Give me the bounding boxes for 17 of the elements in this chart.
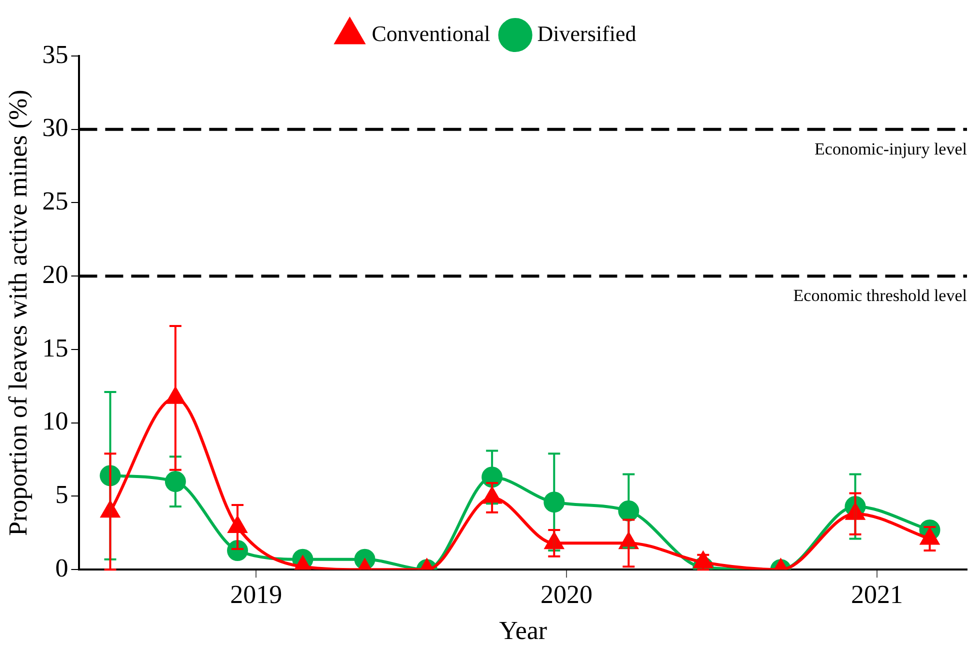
- x-tick-label: 2021: [850, 580, 903, 610]
- ref-line-label: Economic-injury level: [814, 139, 968, 158]
- y-tick-label: 5: [55, 480, 68, 510]
- y-tick-label: 15: [42, 333, 68, 362]
- y-axis-title: Proportion of leaves with active mines (%): [3, 90, 32, 536]
- y-tick-label: 10: [42, 406, 68, 436]
- y-tick-label: 30: [42, 113, 68, 142]
- legend-label: Diversified: [537, 20, 636, 46]
- x-axis-title: Year: [499, 616, 548, 646]
- x-tick-label: 2019: [230, 580, 282, 610]
- legend-label: Conventional: [372, 20, 490, 46]
- y-tick-label: 35: [42, 40, 68, 69]
- y-tick-label: 20: [42, 260, 68, 289]
- x-tick-label: 2020: [540, 580, 593, 610]
- y-tick-label: 25: [42, 186, 68, 216]
- y-tick-label: 0: [55, 553, 68, 582]
- ref-line-label: Economic threshold level: [793, 286, 968, 306]
